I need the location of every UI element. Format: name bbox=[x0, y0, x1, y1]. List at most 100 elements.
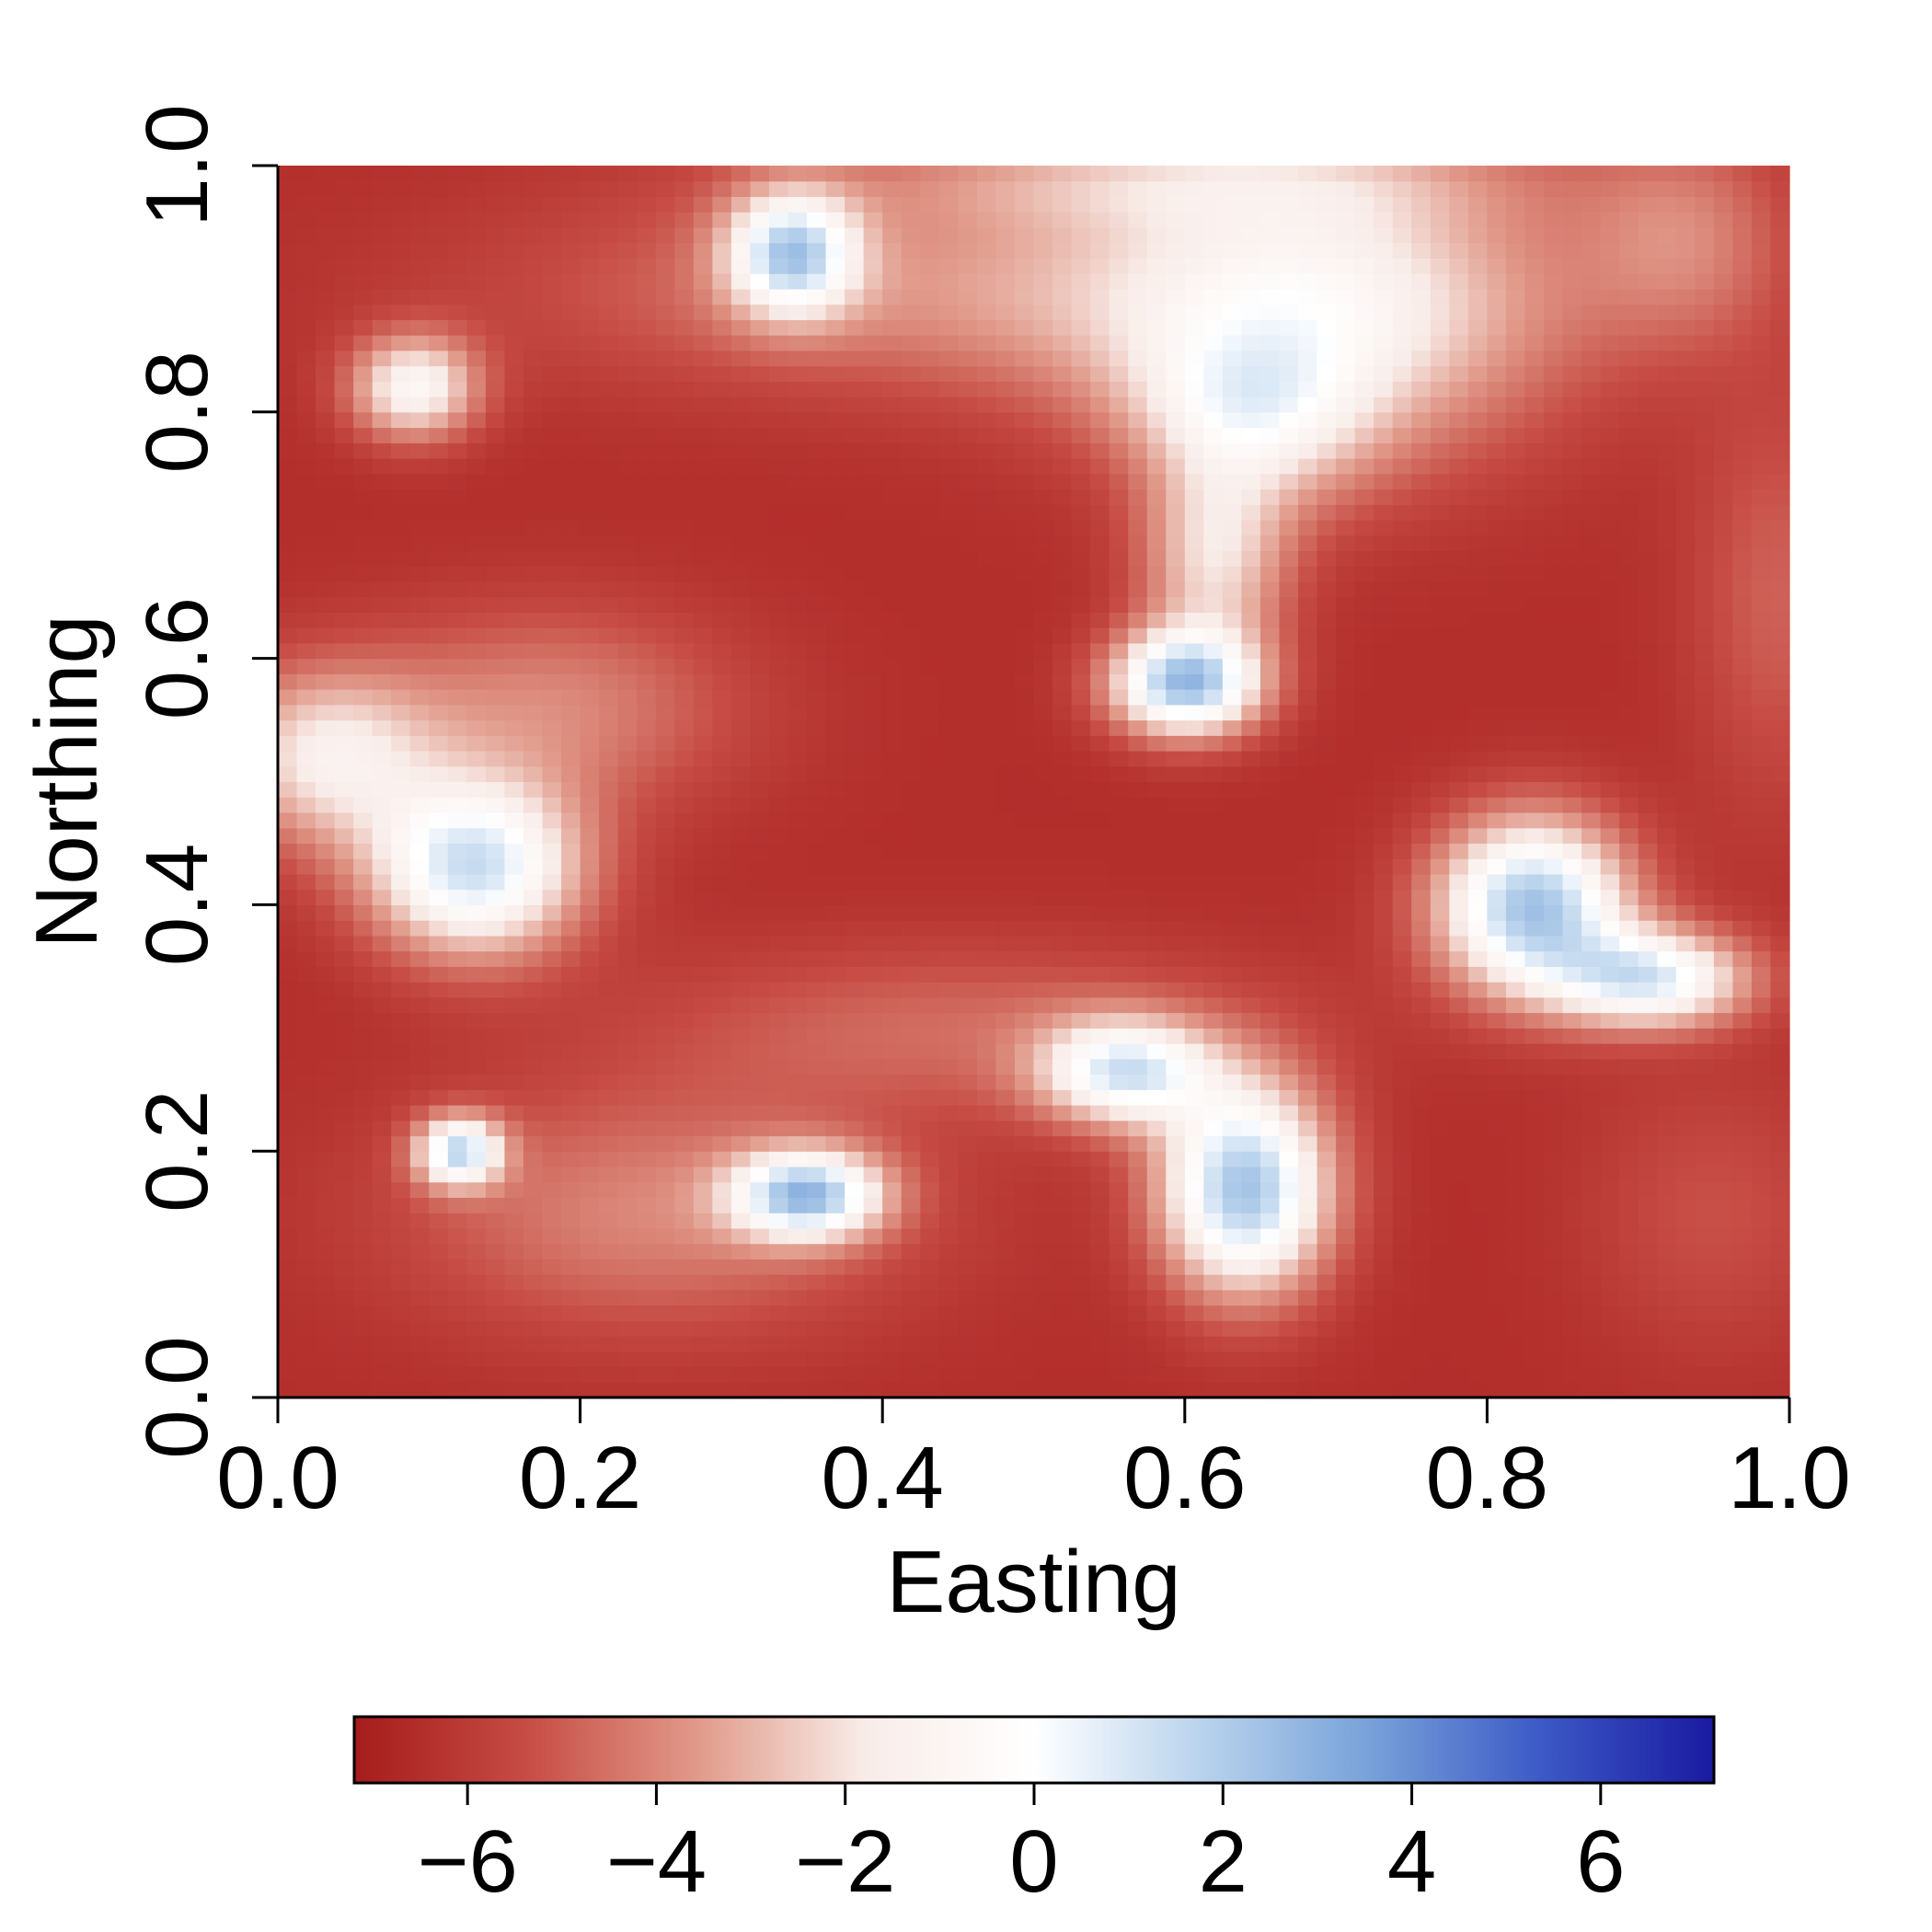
heatmap-cell bbox=[1487, 1351, 1507, 1368]
heatmap-cell bbox=[1449, 873, 1469, 891]
heatmap-cell bbox=[409, 1058, 430, 1075]
heatmap-cell bbox=[561, 873, 581, 891]
heatmap-cell bbox=[1487, 735, 1507, 752]
heatmap-cell bbox=[637, 1120, 657, 1137]
heatmap-cell bbox=[1071, 1351, 1091, 1368]
heatmap-cell bbox=[1354, 1259, 1374, 1275]
heatmap-cell bbox=[1411, 996, 1432, 1014]
heatmap-cell bbox=[1487, 966, 1507, 983]
heatmap-cell bbox=[334, 673, 354, 690]
heatmap-cell bbox=[1298, 1320, 1318, 1337]
heatmap-cell bbox=[372, 982, 392, 998]
heatmap-cell bbox=[958, 1074, 978, 1090]
heatmap-cell bbox=[1695, 1320, 1715, 1337]
heatmap-cell bbox=[296, 673, 316, 690]
heatmap-cell bbox=[958, 443, 978, 459]
heatmap-cell bbox=[617, 519, 638, 536]
heatmap-cell bbox=[1487, 1336, 1507, 1352]
heatmap-cell bbox=[561, 920, 581, 937]
heatmap-cell bbox=[1619, 504, 1639, 521]
heatmap-cell bbox=[1052, 811, 1073, 829]
heatmap-cell bbox=[504, 596, 524, 613]
heatmap-cell bbox=[1562, 1166, 1582, 1183]
heatmap-cell bbox=[674, 1089, 695, 1106]
heatmap-cell bbox=[1619, 1089, 1639, 1106]
heatmap-cell bbox=[1600, 858, 1620, 875]
heatmap-cell bbox=[1052, 1074, 1073, 1090]
heatmap-cell bbox=[429, 1227, 449, 1245]
heatmap-cell bbox=[1732, 858, 1753, 875]
heatmap-cell bbox=[1713, 719, 1733, 736]
heatmap-cell bbox=[1222, 1382, 1243, 1398]
heatmap-cell bbox=[372, 1151, 392, 1167]
heatmap-cell bbox=[1146, 1074, 1167, 1090]
heatmap-cell bbox=[1392, 473, 1412, 490]
heatmap-cell bbox=[655, 673, 675, 690]
heatmap-cell bbox=[1505, 612, 1526, 628]
heatmap-cell bbox=[504, 904, 524, 921]
heatmap-cell bbox=[580, 673, 600, 690]
heatmap-cell bbox=[1487, 1074, 1507, 1090]
heatmap-cell bbox=[429, 1305, 449, 1321]
heatmap-cell bbox=[1014, 504, 1035, 521]
heatmap-cell bbox=[1184, 1366, 1204, 1383]
heatmap-cell bbox=[807, 504, 827, 521]
heatmap-cell bbox=[958, 704, 978, 721]
heatmap-cell bbox=[901, 458, 921, 475]
heatmap-cell bbox=[1317, 550, 1337, 567]
heatmap-cell bbox=[788, 581, 808, 598]
heatmap-cell bbox=[447, 689, 467, 706]
heatmap-cell bbox=[1695, 1305, 1715, 1321]
heatmap-cell bbox=[1014, 1289, 1035, 1306]
heatmap-cell bbox=[391, 950, 411, 967]
heatmap-cell bbox=[920, 843, 940, 859]
heatmap-cell bbox=[1524, 550, 1545, 567]
heatmap-cell bbox=[1695, 797, 1715, 813]
heatmap-cell bbox=[391, 858, 411, 875]
heatmap-cell bbox=[1033, 751, 1053, 767]
heatmap-cell bbox=[1562, 765, 1582, 783]
heatmap-cell bbox=[1467, 735, 1488, 752]
heatmap-cell bbox=[1524, 519, 1545, 536]
heatmap-cell bbox=[1146, 1227, 1167, 1245]
heatmap-cell bbox=[920, 673, 940, 690]
heatmap-cell bbox=[901, 996, 921, 1014]
heatmap-cell bbox=[882, 966, 903, 983]
heatmap-cell bbox=[1544, 735, 1564, 752]
heatmap-cell bbox=[637, 1274, 657, 1291]
heatmap-cell bbox=[542, 719, 562, 736]
heatmap-cell bbox=[1203, 1151, 1224, 1167]
heatmap-cell bbox=[278, 1058, 298, 1075]
heatmap-cell bbox=[637, 1166, 657, 1183]
heatmap-cell bbox=[1090, 612, 1110, 628]
heatmap-cell bbox=[429, 1382, 449, 1398]
heatmap-cell bbox=[1259, 627, 1281, 644]
heatmap-cell bbox=[901, 1181, 921, 1199]
heatmap-cell bbox=[1619, 642, 1639, 660]
heatmap-cell bbox=[1128, 781, 1148, 798]
heatmap-cell bbox=[1732, 535, 1753, 552]
heatmap-cell bbox=[1467, 765, 1488, 783]
heatmap-cell bbox=[1241, 1274, 1261, 1291]
heatmap-cell bbox=[976, 858, 997, 875]
heatmap-cell bbox=[599, 1197, 619, 1213]
heatmap-cell bbox=[730, 765, 752, 783]
heatmap-cell bbox=[1449, 1012, 1469, 1029]
heatmap-cell bbox=[788, 519, 808, 536]
heatmap-cell bbox=[1713, 504, 1733, 521]
heatmap-cell bbox=[825, 873, 845, 891]
heatmap-cell bbox=[1638, 843, 1658, 859]
heatmap-cell bbox=[617, 550, 638, 567]
heatmap-cell bbox=[1071, 673, 1091, 690]
heatmap-cell bbox=[1336, 642, 1356, 660]
heatmap-cell bbox=[296, 811, 316, 829]
heatmap-cell bbox=[542, 811, 562, 829]
heatmap-cell bbox=[1562, 827, 1582, 845]
heatmap-cell bbox=[296, 1336, 316, 1352]
heatmap-cell bbox=[1600, 765, 1620, 783]
heatmap-cell bbox=[1467, 1227, 1488, 1245]
heatmap-cell bbox=[863, 1336, 883, 1352]
heatmap-cell bbox=[882, 920, 903, 937]
heatmap-cell bbox=[1695, 673, 1715, 690]
heatmap-cell bbox=[504, 1227, 524, 1245]
